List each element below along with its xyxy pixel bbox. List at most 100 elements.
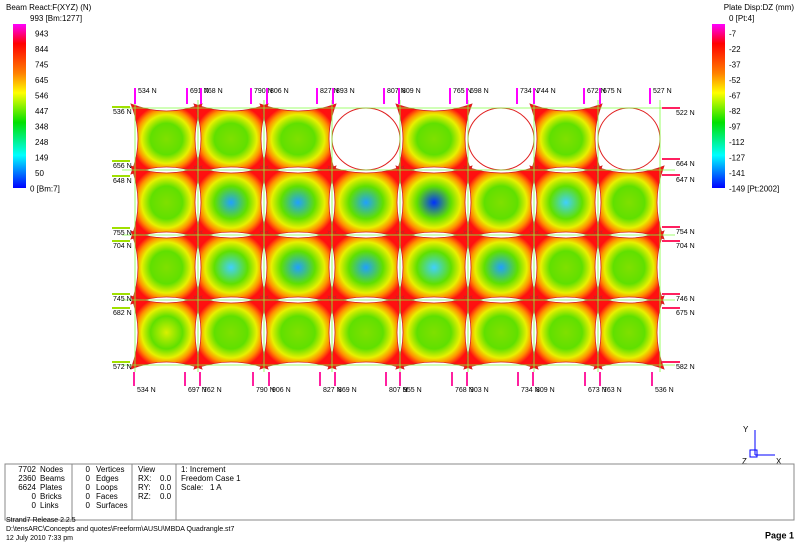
plate-cell bbox=[593, 295, 665, 370]
count-label: Nodes bbox=[40, 465, 63, 474]
entity-label: Vertices bbox=[96, 465, 124, 474]
right-legend-label: -7 bbox=[729, 30, 737, 39]
entity-value: 0 bbox=[86, 465, 91, 474]
triad-y: Y bbox=[743, 425, 749, 434]
reaction-label: 827 N bbox=[320, 88, 339, 95]
reaction-label: 745 N bbox=[113, 296, 132, 303]
plate-cell bbox=[463, 230, 539, 305]
right-legend-label: -22 bbox=[729, 45, 741, 54]
reaction-label: 746 N bbox=[676, 296, 695, 303]
reaction-label: 675 N bbox=[603, 88, 622, 95]
reaction-label: 527 N bbox=[653, 88, 672, 95]
left-legend-label: 50 bbox=[35, 169, 44, 178]
file-path: D:\tensARC\Concepts and quotes\Freeform\… bbox=[6, 526, 234, 533]
contour-plot bbox=[122, 100, 675, 372]
right-legend-label: 0 [Pt:4] bbox=[729, 14, 754, 23]
reaction-label: 734 N bbox=[521, 387, 540, 394]
reaction-label: 572 N bbox=[113, 364, 132, 371]
scale-value: 1 A bbox=[210, 483, 222, 492]
reaction-label: 765 N bbox=[453, 88, 472, 95]
right-legend-title: Plate Disp:DZ (mm) bbox=[724, 3, 795, 12]
count-label: Links bbox=[40, 501, 59, 510]
plate-cell bbox=[529, 103, 603, 175]
count-label: Beams bbox=[40, 474, 65, 483]
plate-cell bbox=[130, 295, 203, 370]
view-label: RY: bbox=[138, 483, 151, 492]
plate-cell bbox=[259, 103, 337, 175]
reaction-label: 768 N bbox=[455, 387, 474, 394]
right-legend-label: -37 bbox=[729, 61, 741, 70]
page-number: Page 1 bbox=[765, 530, 794, 540]
view-value: 0.0 bbox=[160, 483, 172, 492]
plate-cell bbox=[593, 165, 665, 240]
left-legend-label: 248 bbox=[35, 138, 49, 147]
date: 12 July 2010 7:33 pm bbox=[6, 535, 73, 542]
left-legend-label: 348 bbox=[35, 123, 49, 132]
count-value: 6624 bbox=[18, 483, 36, 492]
reaction-label: 682 N bbox=[113, 310, 132, 317]
reaction-label: 763 N bbox=[603, 387, 622, 394]
reaction-label: 754 N bbox=[676, 229, 695, 236]
reaction-label: 698 N bbox=[470, 88, 489, 95]
reaction-label: 807 N bbox=[389, 387, 408, 394]
count-value: 0 bbox=[32, 492, 37, 501]
right-legend-label: -97 bbox=[729, 123, 741, 132]
count-label: Bricks bbox=[40, 492, 62, 501]
count-value: 2360 bbox=[18, 474, 36, 483]
reaction-label: 534 N bbox=[138, 88, 157, 95]
count-value: 7702 bbox=[18, 465, 36, 474]
reaction-label: 903 N bbox=[470, 387, 489, 394]
plate-cell bbox=[193, 165, 269, 240]
plate-cell bbox=[193, 230, 269, 305]
right-legend-label: -82 bbox=[729, 107, 741, 116]
left-legend-label: 993 [Bm:1277] bbox=[30, 14, 82, 23]
reaction-label: 809 N bbox=[402, 88, 421, 95]
void bbox=[331, 107, 401, 171]
reaction-label: 906 N bbox=[272, 387, 291, 394]
reaction-label: 534 N bbox=[137, 387, 156, 394]
reaction-label: 827 N bbox=[323, 387, 342, 394]
plate-cell bbox=[463, 295, 539, 370]
entity-value: 0 bbox=[86, 501, 91, 510]
left-legend-label: 149 bbox=[35, 154, 49, 163]
entity-label: Surfaces bbox=[96, 501, 128, 510]
info-panel bbox=[4, 463, 795, 521]
right-legend-label: -141 bbox=[729, 169, 746, 178]
plate-cell bbox=[395, 165, 473, 240]
case-text: 1: Increment bbox=[181, 465, 226, 474]
reaction-label: 664 N bbox=[676, 161, 695, 168]
plate-cell bbox=[130, 103, 203, 175]
reaction-label: 807 N bbox=[387, 88, 406, 95]
reaction-label: 582 N bbox=[676, 364, 695, 371]
plate-cell bbox=[193, 103, 269, 175]
reaction-label: 762 N bbox=[203, 387, 222, 394]
reaction-label: 647 N bbox=[676, 177, 695, 184]
left-legend-label: 546 bbox=[35, 92, 49, 101]
right-legend-label: -112 bbox=[729, 138, 745, 147]
triad-x: X bbox=[776, 457, 782, 466]
left-legend-label: 844 bbox=[35, 45, 49, 54]
reaction-label: 744 N bbox=[537, 88, 556, 95]
right-legend-label: -149 [Pt:2002] bbox=[729, 185, 779, 194]
reaction-label: 672 N bbox=[587, 88, 606, 95]
axis-triad: Y Z X bbox=[742, 425, 782, 466]
triad-z: Z bbox=[742, 457, 747, 466]
plate-cell bbox=[327, 295, 405, 370]
case-text: Freedom Case 1 bbox=[181, 474, 241, 483]
right-legend-label: -127 bbox=[729, 154, 746, 163]
right-legend-label: -67 bbox=[729, 92, 741, 101]
reaction-label: 734 N bbox=[520, 88, 539, 95]
reaction-label: 675 N bbox=[676, 310, 695, 317]
release: Strand7 Release 2.2.5 bbox=[6, 517, 76, 524]
reaction-label: 790 N bbox=[256, 387, 275, 394]
reaction-label: 691 N bbox=[190, 88, 209, 95]
right-legend-label: -52 bbox=[729, 76, 741, 85]
plate-cell bbox=[327, 165, 405, 240]
left-legend-label: 447 bbox=[35, 107, 49, 116]
view-label: RX: bbox=[138, 474, 151, 483]
plate-cell bbox=[395, 295, 473, 370]
entity-value: 0 bbox=[86, 492, 91, 501]
plate-cell bbox=[395, 230, 473, 305]
